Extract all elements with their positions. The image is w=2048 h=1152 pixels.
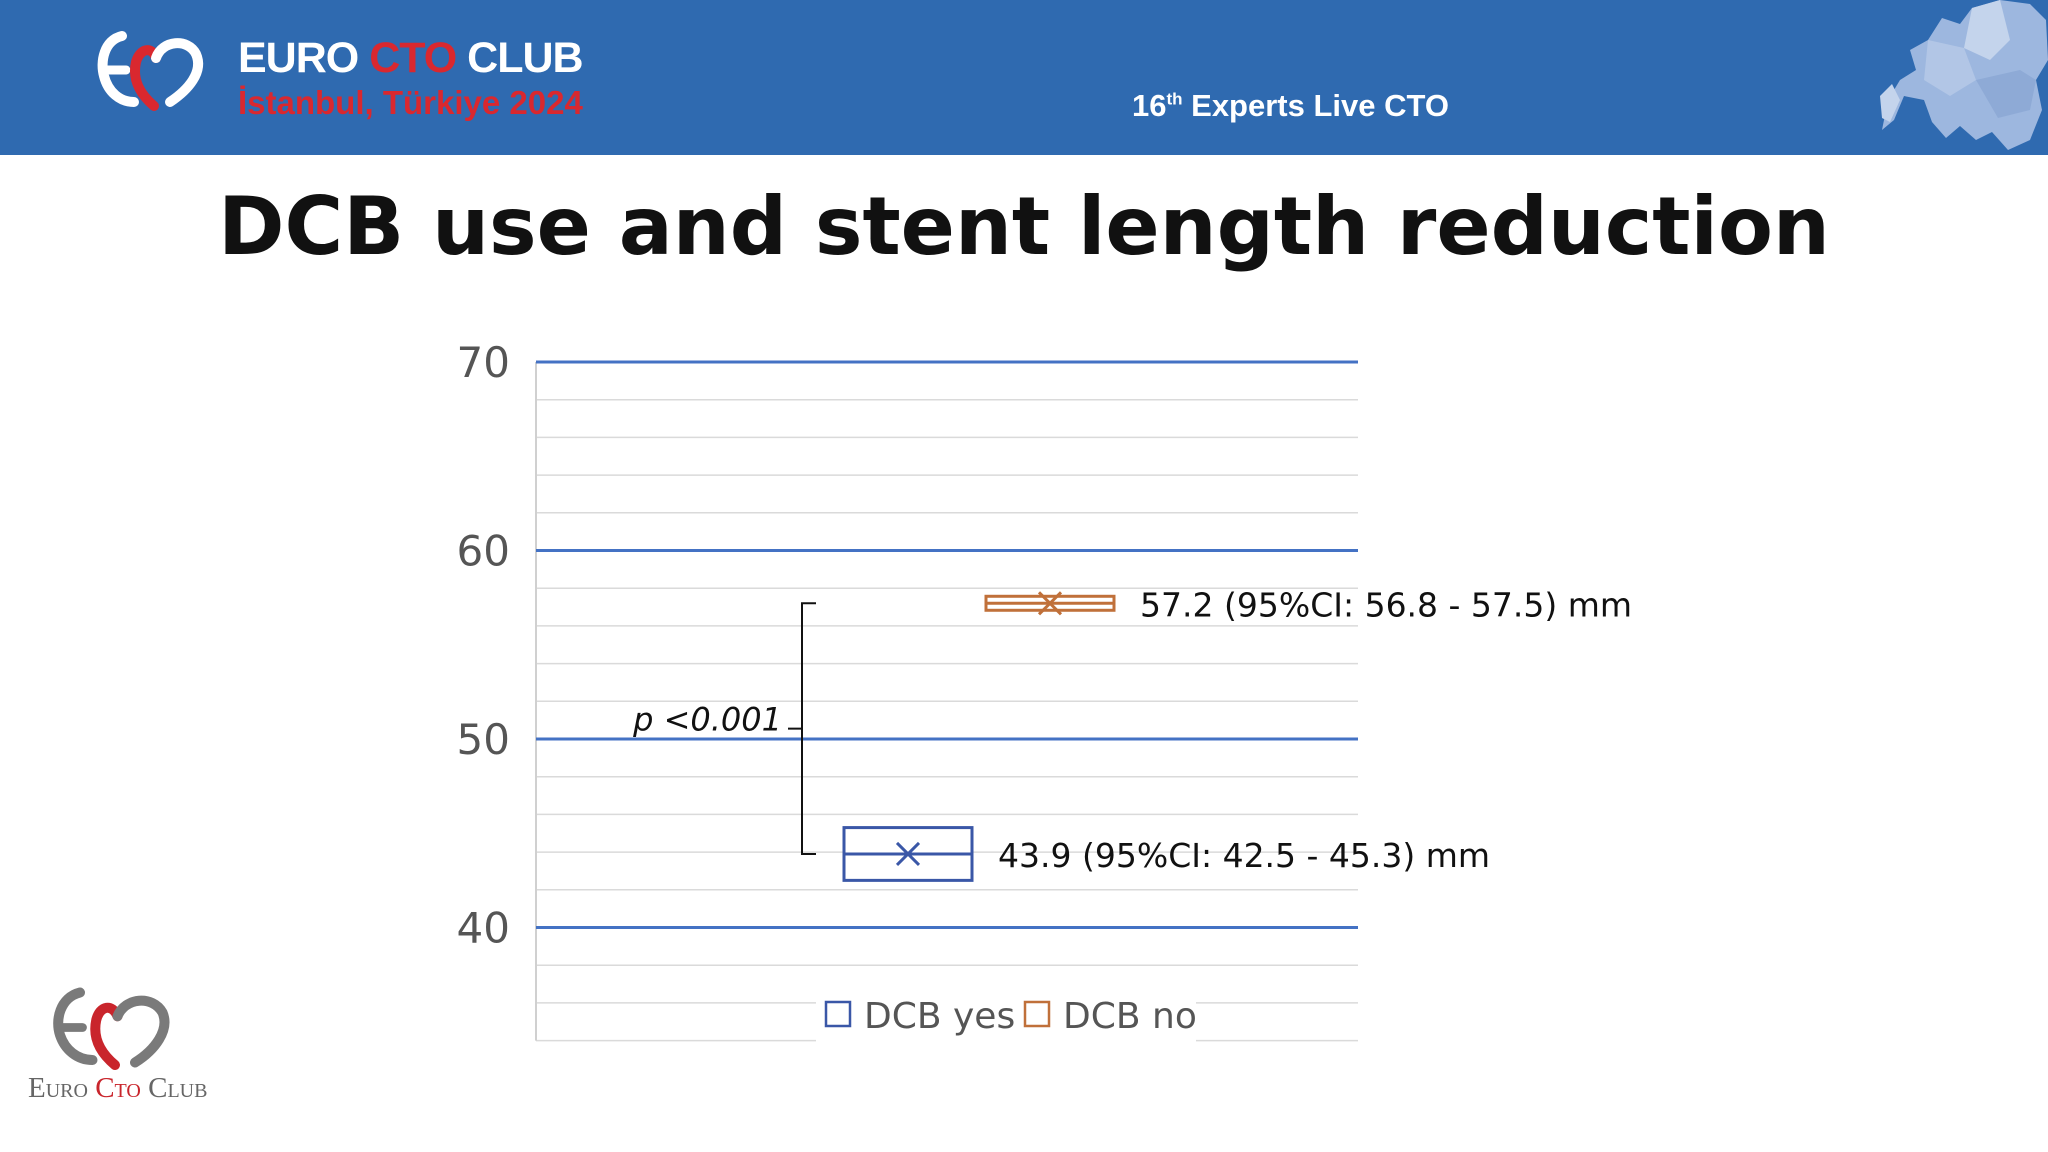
org-name-cto: CTO: [369, 34, 457, 82]
y-tick-label: 50: [457, 715, 510, 764]
euro-cto-club-logo: [97, 31, 204, 111]
mean-marker: [895, 841, 921, 867]
event-suffix: th: [1166, 89, 1183, 109]
y-tick-label: 40: [457, 904, 510, 953]
event-name: 16th Experts Live CTO: [1132, 88, 1449, 124]
header-banner: EURO CTO CLUB İstanbul, Türkiye 2024 16t…: [0, 0, 2048, 155]
data-label: 43.9 (95%CI: 42.5 - 45.3) mm: [998, 836, 1490, 875]
org-name-part: EURO: [238, 34, 359, 82]
europe-map-graphic: [1880, 0, 2048, 150]
legend-label: DCB yes: [864, 996, 1015, 1037]
footer-logo-icon: [53, 987, 170, 1070]
footer-logo-part: Euro: [28, 1072, 96, 1104]
footer-logo-cto: Cto: [95, 1072, 141, 1104]
event-title: Experts Live CTO: [1182, 88, 1449, 123]
y-tick-label: 70: [457, 338, 510, 387]
y-tick-label: 60: [457, 527, 510, 576]
p-value-annotation: p <0.001: [632, 701, 782, 739]
mean-marker: [1037, 591, 1063, 616]
org-name-part: CLUB: [467, 34, 583, 82]
slide-title: DCB use and stent length reduction: [218, 180, 1830, 273]
footer-logo-part: Club: [140, 1072, 208, 1104]
event-location: İstanbul, Türkiye 2024: [238, 84, 583, 121]
footer-logo-text: Euro Cto Club: [28, 1072, 207, 1105]
legend-label: DCB no: [1063, 996, 1197, 1037]
org-name: EURO CTO CLUB: [238, 34, 584, 83]
legend-swatch: [1023, 1000, 1051, 1028]
data-label: 57.2 (95%CI: 56.8 - 57.5) mm: [1140, 585, 1632, 624]
legend-swatch: [824, 1000, 852, 1028]
significance-bracket: [801, 602, 816, 855]
event-number: 16: [1132, 88, 1167, 123]
legend-background: [816, 984, 1196, 1044]
